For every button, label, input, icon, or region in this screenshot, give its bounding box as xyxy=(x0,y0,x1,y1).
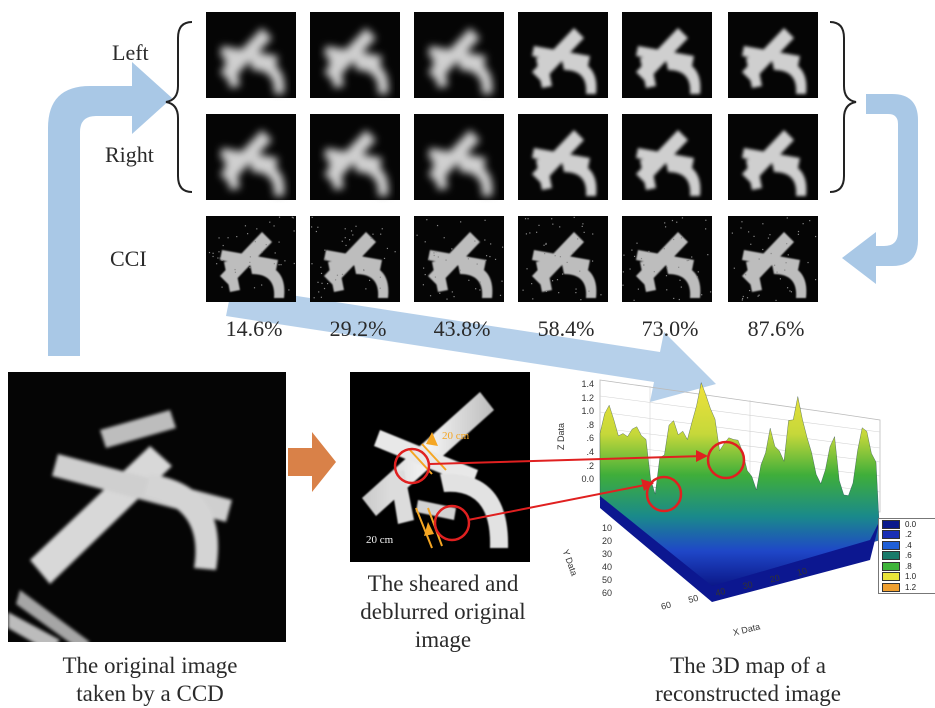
z-axis-label: Z Data xyxy=(556,423,566,450)
legend-swatch xyxy=(882,551,900,560)
caption-3d-map: The 3D map of a reconstructed image xyxy=(628,652,868,708)
tile-cci-5 xyxy=(622,216,712,302)
y-tick: 60 xyxy=(596,587,612,600)
row-label-cci: CCI xyxy=(110,246,147,272)
caption-line: image xyxy=(340,626,546,654)
legend-item: 1.0 xyxy=(879,572,935,583)
tile-left-3 xyxy=(414,12,504,98)
z-tick: 1.4 xyxy=(570,378,594,392)
legend-label: .6 xyxy=(905,551,912,560)
z-tick: .8 xyxy=(570,419,594,433)
tile-cci-6 xyxy=(728,216,818,302)
legend-item: .2 xyxy=(879,530,935,541)
brace-right xyxy=(830,22,856,192)
surface-3d-map xyxy=(600,380,880,602)
caption-line: reconstructed image xyxy=(628,680,868,708)
tile-left-5 xyxy=(622,12,712,98)
z-tick: .2 xyxy=(570,460,594,474)
flow-arrow-orange xyxy=(288,432,336,492)
color-legend: 0.0.2 .4.6 .8 1.0 1.2 xyxy=(878,518,935,594)
row-label-right: Right xyxy=(105,142,154,168)
tile-left-2 xyxy=(310,12,400,98)
dimension-label-bottom: 20 cm xyxy=(366,534,393,546)
tile-cci-2 xyxy=(310,216,400,302)
percentage-label: 14.6% xyxy=(206,316,302,342)
brace-left xyxy=(166,22,192,192)
tile-cci-1 xyxy=(206,216,296,302)
legend-label: 1.2 xyxy=(905,583,916,592)
legend-swatch xyxy=(882,530,900,539)
z-tick: .4 xyxy=(570,446,594,460)
tile-right-4 xyxy=(518,114,608,200)
flow-arrow-left xyxy=(48,62,172,356)
tile-left-6 xyxy=(728,12,818,98)
tile-right-2 xyxy=(310,114,400,200)
caption-line: The 3D map of a xyxy=(628,652,868,680)
tile-right-5 xyxy=(622,114,712,200)
percentage-label: 43.8% xyxy=(414,316,510,342)
legend-label: 1.0 xyxy=(905,572,916,581)
y-axis-ticks: 10 20 30 40 50 60 xyxy=(596,522,612,600)
legend-item: 0.0 xyxy=(879,519,935,530)
legend-item: .6 xyxy=(879,551,935,562)
percentage-label: 73.0% xyxy=(622,316,718,342)
legend-swatch xyxy=(882,583,900,592)
legend-item: .8 xyxy=(879,561,935,572)
legend-label: 0.0 xyxy=(905,520,916,529)
caption-original: The original image taken by a CCD xyxy=(32,652,268,708)
legend-label: .2 xyxy=(905,530,912,539)
tile-right-6 xyxy=(728,114,818,200)
legend-label: .4 xyxy=(905,541,912,550)
percentage-label: 29.2% xyxy=(310,316,406,342)
y-tick: 20 xyxy=(596,535,612,548)
tile-right-1 xyxy=(206,114,296,200)
caption-line: deblurred original xyxy=(340,598,546,626)
y-tick: 30 xyxy=(596,548,612,561)
caption-line: taken by a CCD xyxy=(32,680,268,708)
legend-swatch xyxy=(882,541,900,550)
dimension-label-top: 20 cm xyxy=(442,430,469,442)
legend-item: 1.2 xyxy=(879,582,935,593)
flow-arrow-right xyxy=(842,94,918,284)
z-tick: 1.2 xyxy=(570,392,594,406)
original-ccd-image xyxy=(8,372,286,652)
legend-swatch xyxy=(882,572,900,581)
z-tick: 0.0 xyxy=(570,473,594,487)
tile-cci-4 xyxy=(518,216,608,302)
z-axis-ticks: 1.4 1.2 1.0 .8 .6 .4 .2 0.0 xyxy=(570,378,594,487)
caption-line: The original image xyxy=(32,652,268,680)
tile-left-1 xyxy=(206,12,296,98)
legend-swatch xyxy=(882,562,900,571)
z-tick: .6 xyxy=(570,432,594,446)
caption-line: The sheared and xyxy=(340,570,546,598)
tile-left-4 xyxy=(518,12,608,98)
percentage-label: 87.6% xyxy=(728,316,824,342)
row-label-left: Left xyxy=(112,40,149,66)
y-tick: 50 xyxy=(596,574,612,587)
legend-swatch xyxy=(882,520,900,529)
legend-item: .4 xyxy=(879,540,935,551)
tile-cci-3 xyxy=(414,216,504,302)
percentage-label: 58.4% xyxy=(518,316,614,342)
caption-sheared: The sheared and deblurred original image xyxy=(340,570,546,654)
tile-right-3 xyxy=(414,114,504,200)
z-tick: 1.0 xyxy=(570,405,594,419)
y-tick: 40 xyxy=(596,561,612,574)
legend-label: .8 xyxy=(905,562,912,571)
y-tick: 10 xyxy=(596,522,612,535)
